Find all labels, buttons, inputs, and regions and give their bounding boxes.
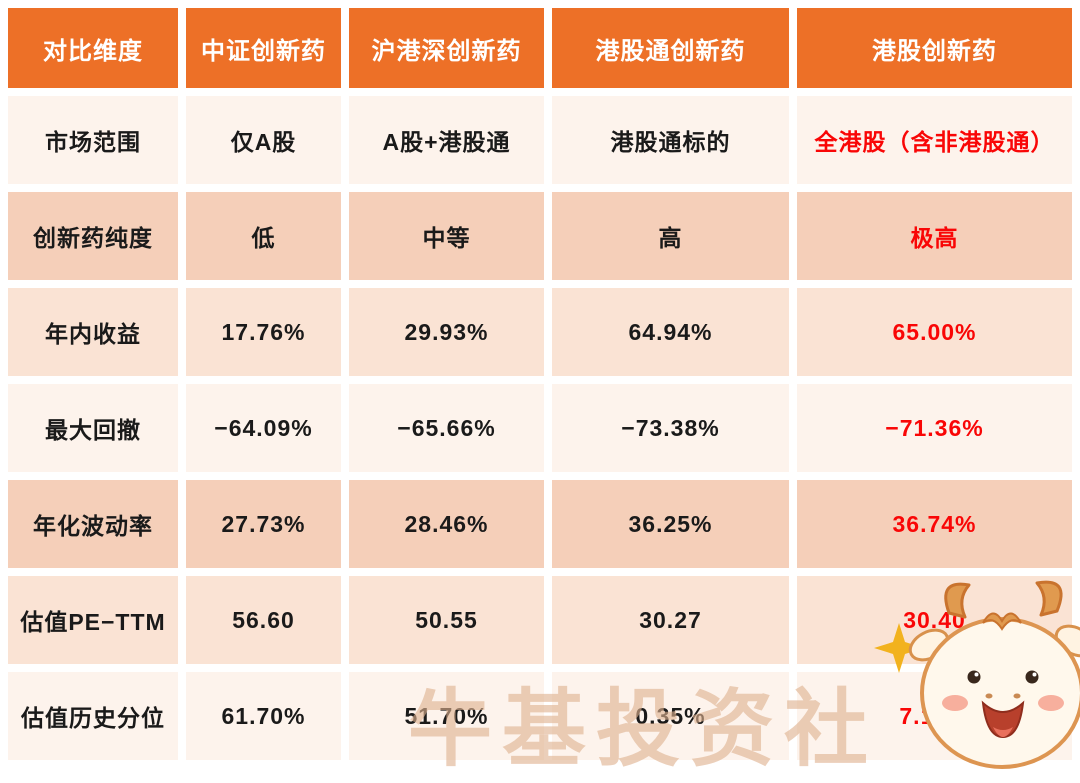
data-cell: 61.70% (186, 672, 341, 760)
data-cell: 27.73% (186, 480, 341, 568)
row-label: 创新药纯度 (8, 192, 178, 280)
data-cell: 仅A股 (186, 96, 341, 184)
row-label: 年化波动率 (8, 480, 178, 568)
row-label: 最大回撤 (8, 384, 178, 472)
data-cell: 64.94% (552, 288, 789, 376)
data-cell: A股+港股通 (349, 96, 544, 184)
data-cell: 51.70% (349, 672, 544, 760)
data-cell: −65.66% (349, 384, 544, 472)
data-cell: 中等 (349, 192, 544, 280)
header-cell-dimension: 对比维度 (8, 8, 178, 88)
data-cell-highlight: 7.13% (797, 672, 1072, 760)
data-cell: −64.09% (186, 384, 341, 472)
data-cell-highlight: −71.36% (797, 384, 1072, 472)
data-cell-highlight: 36.74% (797, 480, 1072, 568)
row-label: 市场范围 (8, 96, 178, 184)
row-label: 估值历史分位 (8, 672, 178, 760)
header-cell-ganggutong: 港股通创新药 (552, 8, 789, 88)
data-cell: −73.38% (552, 384, 789, 472)
data-cell: 28.46% (349, 480, 544, 568)
data-cell: 0.35% (552, 672, 789, 760)
data-cell: 30.27 (552, 576, 789, 664)
data-cell-highlight: 全港股（含非港股通） (797, 96, 1072, 184)
data-cell: 29.93% (349, 288, 544, 376)
data-cell: 56.60 (186, 576, 341, 664)
data-cell-highlight: 30.40 (797, 576, 1072, 664)
data-cell-highlight: 极高 (797, 192, 1072, 280)
header-cell-zhongzheng: 中证创新药 (186, 8, 341, 88)
data-cell: 港股通标的 (552, 96, 789, 184)
header-cell-hugangshen: 沪港深创新药 (349, 8, 544, 88)
data-cell: 50.55 (349, 576, 544, 664)
data-cell: 36.25% (552, 480, 789, 568)
data-cell: 低 (186, 192, 341, 280)
row-label: 估值PE−TTM (8, 576, 178, 664)
data-cell: 高 (552, 192, 789, 280)
row-label: 年内收益 (8, 288, 178, 376)
header-cell-ganggu: 港股创新药 (797, 8, 1072, 88)
data-cell: 17.76% (186, 288, 341, 376)
data-cell-highlight: 65.00% (797, 288, 1072, 376)
